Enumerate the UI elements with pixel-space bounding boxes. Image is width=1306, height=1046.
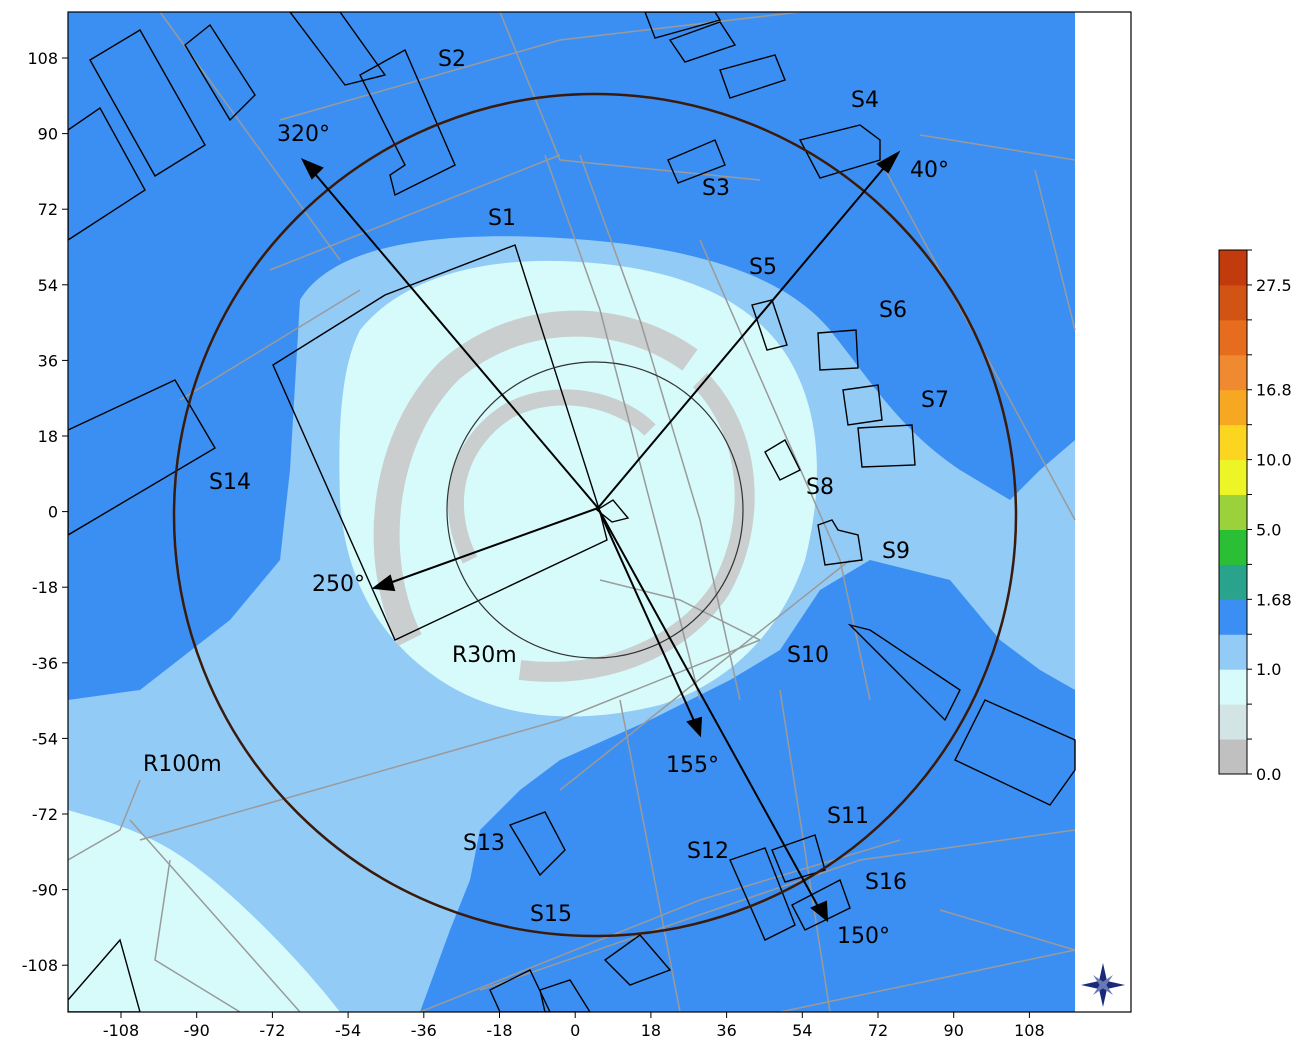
colorbar-segment: [1219, 459, 1247, 496]
colorbar-segment: [1219, 634, 1247, 670]
x-tick-label: -18: [486, 1021, 512, 1040]
site-label: S7: [921, 388, 949, 413]
field-lightest-zone: [68, 810, 340, 1012]
x-tick-label: 0: [570, 1021, 580, 1040]
x-tick-label: 54: [792, 1021, 812, 1040]
outer-ring-r100: [172, 92, 1018, 938]
x-tick-label: 90: [944, 1021, 964, 1040]
direction-arrows: [300, 150, 901, 923]
site-label: S3: [702, 176, 730, 201]
y-tick-label: -90: [32, 881, 58, 900]
site-label: S10: [787, 643, 829, 668]
colorbar: 27.5 16.8 10.0 5.0 1.68 1.0 0.0: [1218, 249, 1292, 784]
colorbar-label: 16.8: [1256, 381, 1292, 400]
site-label: S14: [209, 470, 251, 495]
x-tick-label: -72: [259, 1021, 285, 1040]
x-tick-label: 36: [716, 1021, 736, 1040]
y-axis: 108 90 72 54 36 18 0 -18 -36 -54 -72 -90 -108: [22, 49, 68, 975]
colorbar-segment: [1219, 354, 1247, 391]
site-label: S6: [879, 298, 907, 323]
site-label: S1: [488, 206, 516, 231]
outer-ring-label: R100m: [143, 752, 222, 777]
colorbar-label: 0.0: [1256, 765, 1281, 784]
direction-label: 150°: [837, 924, 890, 949]
inner-ring-r30: [446, 361, 744, 659]
site-label: S12: [687, 839, 729, 864]
colorbar-segment: [1219, 389, 1247, 426]
direction-label: 250°: [312, 572, 365, 597]
colorbar-segment: [1219, 564, 1247, 600]
site-label: S16: [865, 870, 907, 895]
y-tick-label: -108: [22, 956, 58, 975]
x-tick-label: -36: [411, 1021, 437, 1040]
y-tick-label: 90: [38, 125, 58, 144]
colorbar-segment: [1219, 599, 1247, 635]
site-label: S5: [749, 255, 777, 280]
colorbar-label: 5.0: [1256, 520, 1281, 539]
colorbar-label: 10.0: [1256, 451, 1292, 470]
x-tick-label: 108: [1014, 1021, 1045, 1040]
colorbar-segment: [1219, 669, 1247, 705]
y-tick-label: 36: [38, 351, 58, 370]
y-tick-label: -36: [32, 654, 58, 673]
colorbar-label: 1.0: [1256, 660, 1281, 679]
colorbar-segment: [1219, 529, 1247, 565]
site-label: S2: [438, 47, 466, 72]
inner-ring-label: R30m: [452, 643, 517, 668]
x-tick-label: 18: [641, 1021, 661, 1040]
x-axis: -108 -90 -72 -54 -36 -18 0 18 36 54 72 90 108: [103, 1012, 1045, 1040]
compass-rose-icon: [1081, 963, 1125, 1007]
site-label: S8: [806, 475, 834, 500]
no-data-strip: [1075, 12, 1131, 1012]
colorbar-frame: [1218, 249, 1248, 775]
x-tick-label: -90: [184, 1021, 210, 1040]
direction-label: 320°: [277, 122, 330, 147]
y-tick-label: 18: [38, 427, 58, 446]
y-tick-label: -18: [32, 578, 58, 597]
map-labels: S1 S2 S3 S4 S5 S6 S7 S8 S9 S10 S11 S12 S…: [143, 47, 949, 949]
colorbar-label: 1.68: [1256, 590, 1292, 609]
field-gray-band: [448, 389, 656, 564]
plot-area: S1 S2 S3 S4 S5 S6 S7 S8 S9 S10 S11 S12 S…: [68, 12, 1131, 1012]
site-label: S15: [530, 902, 572, 927]
colorbar-segment: [1219, 494, 1247, 530]
y-tick-label: -54: [32, 729, 58, 748]
colorbar-segment: [1219, 250, 1247, 286]
site-label: S4: [851, 88, 879, 113]
x-tick-label: -108: [103, 1021, 139, 1040]
colorbar-label: 27.5: [1256, 276, 1292, 295]
y-tick-label: 0: [48, 503, 58, 522]
site-label: S9: [882, 539, 910, 564]
colorbar-segment: [1219, 424, 1247, 461]
direction-label: 155°: [666, 753, 719, 778]
site-label: S11: [827, 804, 869, 829]
colorbar-segment: [1219, 739, 1247, 775]
x-tick-label: 72: [868, 1021, 888, 1040]
y-tick-label: 72: [38, 200, 58, 219]
x-tick-label: -54: [335, 1021, 361, 1040]
colorbar-segment: [1219, 704, 1247, 740]
y-tick-label: 108: [27, 49, 58, 68]
field-gray-band: [373, 310, 698, 646]
y-tick-label: -72: [32, 805, 58, 824]
colorbar-segment: [1219, 319, 1247, 356]
colorbar-segment: [1219, 284, 1247, 321]
road-network: [68, 12, 1076, 1012]
direction-label: 40°: [910, 158, 949, 183]
y-tick-label: 54: [38, 276, 58, 295]
site-label: S13: [463, 831, 505, 856]
